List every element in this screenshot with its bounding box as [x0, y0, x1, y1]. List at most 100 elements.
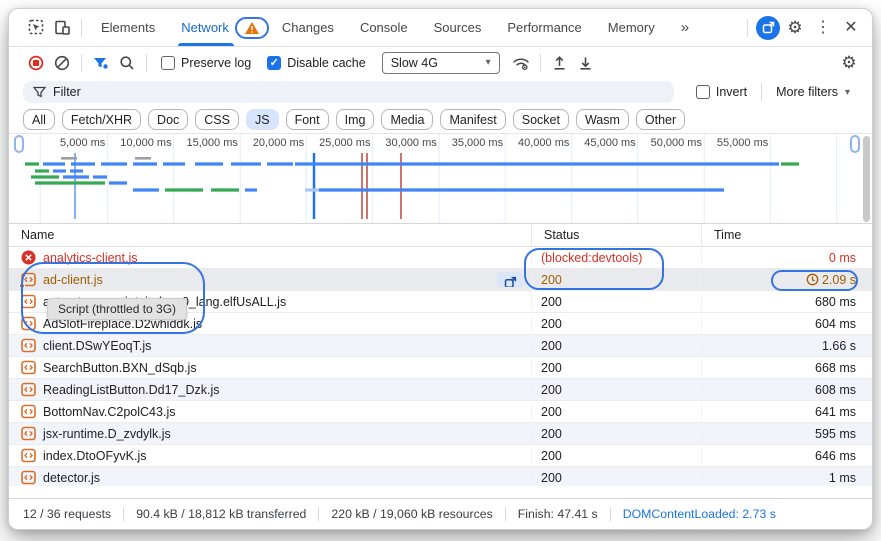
- chip-all[interactable]: All: [23, 109, 55, 130]
- close-devtools-button[interactable]: ✕: [838, 15, 864, 41]
- chip-socket[interactable]: Socket: [512, 109, 569, 130]
- devtools-window: Elements Network Changes Console Sources…: [8, 8, 873, 530]
- throttling-select[interactable]: Slow 4G ▾: [381, 51, 500, 74]
- request-status: 200: [531, 294, 701, 309]
- clear-network-log-button[interactable]: [49, 50, 75, 76]
- search-button[interactable]: [114, 50, 140, 76]
- tick-label: 40,000 ms: [518, 137, 570, 149]
- request-time: 595 ms: [815, 426, 856, 441]
- tabbar-right-controls: ⚙ ⋮ ✕: [741, 15, 864, 41]
- request-name: AdSlotFireplace.D2whiddk.js: [43, 316, 203, 331]
- request-name: BottomNav.C2polC43.js: [43, 404, 176, 419]
- chip-manifest[interactable]: Manifest: [440, 109, 506, 130]
- table-row[interactable]: detector.js 200 1 ms: [9, 467, 872, 486]
- disable-cache-checkbox[interactable]: ✓ Disable cache: [267, 55, 366, 70]
- tab-sources[interactable]: Sources: [421, 9, 495, 46]
- more-tabs-button[interactable]: »: [668, 9, 702, 46]
- request-time: 0 ms: [828, 250, 856, 265]
- filter-input[interactable]: Filter: [23, 81, 674, 103]
- tooltip: Script (throttled to 3G): [47, 298, 188, 320]
- table-row[interactable]: ReadingListButton.Dd17_Dzk.js 200 608 ms: [9, 379, 872, 401]
- tick-label: 50,000 ms: [650, 137, 702, 149]
- divider: [146, 53, 147, 72]
- request-status: (blocked:devtools): [531, 250, 701, 265]
- network-settings-button[interactable]: ⚙: [836, 50, 862, 76]
- open-resource-button[interactable]: [497, 272, 523, 287]
- table-row[interactable]: index.DtoOFyvK.js 200 646 ms: [9, 445, 872, 467]
- js-file-icon: [21, 360, 36, 375]
- tooltip-text: Script (throttled to 3G): [58, 302, 177, 316]
- device-toolbar-button[interactable]: [49, 15, 75, 41]
- chip-font[interactable]: Font: [285, 109, 329, 130]
- chip-fetch-xhr[interactable]: Fetch/XHR: [61, 109, 142, 130]
- chip-img[interactable]: Img: [335, 109, 375, 130]
- import-har-button[interactable]: [547, 50, 573, 76]
- filter-toggle-button[interactable]: [88, 50, 114, 76]
- request-time: 604 ms: [815, 316, 856, 331]
- chip-doc[interactable]: Doc: [148, 109, 189, 130]
- network-overview-timeline[interactable]: 5,000 ms 10,000 ms 15,000 ms 20,000 ms 2…: [9, 134, 872, 224]
- tab-elements[interactable]: Elements: [88, 9, 168, 46]
- request-table-header: Name Status Time: [9, 224, 872, 247]
- settings-button[interactable]: ⚙: [782, 15, 808, 41]
- tab-memory[interactable]: Memory: [595, 9, 668, 46]
- chip-other[interactable]: Other: [635, 109, 686, 130]
- screencast-toggle-button[interactable]: [756, 15, 780, 40]
- column-header-name[interactable]: Name: [21, 228, 55, 242]
- filter-placeholder: Filter: [53, 85, 81, 99]
- chip-wasm[interactable]: Wasm: [575, 109, 629, 130]
- more-filters-button[interactable]: More filters ▾: [776, 85, 850, 99]
- column-header-time[interactable]: Time: [701, 224, 872, 246]
- tab-performance[interactable]: Performance: [494, 9, 594, 46]
- tab-network[interactable]: Network: [168, 9, 234, 46]
- invert-checkbox[interactable]: Invert: [695, 85, 747, 99]
- scrollbar-thumb[interactable]: [863, 136, 870, 222]
- statusbar: 12 / 36 requests 90.4 kB / 18,812 kB tra…: [9, 498, 872, 529]
- devtools-tabbar: Elements Network Changes Console Sources…: [9, 9, 872, 47]
- finish-summary: Finish: 47.41 s: [504, 507, 610, 521]
- js-file-icon: [21, 338, 36, 353]
- request-time: 680 ms: [815, 294, 856, 309]
- request-name: ReadingListButton.Dd17_Dzk.js: [43, 382, 220, 397]
- js-file-throttled-icon: [19, 272, 36, 287]
- tick-label: 55,000 ms: [716, 137, 769, 149]
- timeline-left-handle[interactable]: [14, 135, 24, 153]
- network-conditions-button[interactable]: [508, 50, 534, 76]
- tick-label: 45,000 ms: [584, 137, 636, 149]
- table-row[interactable]: BottomNav.C2polC43.js 200 641 ms: [9, 401, 872, 423]
- table-row[interactable]: analytics-client.js (blocked:devtools) 0…: [9, 247, 872, 269]
- table-row[interactable]: SearchButton.BXN_dSqb.js 200 668 ms: [9, 357, 872, 379]
- js-file-icon: [21, 404, 36, 419]
- request-name: client.DSwYEoqT.js: [43, 338, 152, 353]
- request-status: 200: [531, 448, 701, 463]
- request-status: 200: [531, 382, 701, 397]
- preserve-log-checkbox[interactable]: Preserve log: [161, 55, 251, 70]
- more-tabs-icon: »: [680, 19, 690, 36]
- chip-js[interactable]: JS: [245, 109, 279, 130]
- gear-icon: ⚙: [787, 18, 803, 37]
- more-filters-label: More filters: [776, 85, 838, 99]
- timeline-right-handle[interactable]: [850, 135, 860, 153]
- tab-label: Sources: [433, 20, 482, 35]
- chip-css[interactable]: CSS: [195, 109, 239, 130]
- chip-media[interactable]: Media: [381, 109, 434, 130]
- filter-row: Filter Invert More filters ▾: [9, 78, 872, 106]
- resource-type-filters: All Fetch/XHR Doc CSS JS Font Img Media …: [9, 106, 872, 134]
- js-file-icon: [21, 382, 36, 397]
- column-header-status[interactable]: Status: [531, 224, 701, 246]
- tick-label: 30,000 ms: [385, 137, 437, 149]
- table-row[interactable]: jsx-runtime.D_zvdylk.js 200 595 ms: [9, 423, 872, 445]
- table-row[interactable]: ad-client.js 200 2.09 s: [9, 269, 872, 291]
- table-row[interactable]: AdSlotFireplace.D2whiddk.js 200 604 ms: [9, 313, 872, 335]
- table-row[interactable]: client.DSwYEoqT.js 200 1.66 s: [9, 335, 872, 357]
- tab-label: Memory: [607, 20, 655, 35]
- tab-changes[interactable]: Changes: [269, 9, 347, 46]
- record-network-log-button[interactable]: [23, 50, 49, 76]
- inspect-element-button[interactable]: [23, 15, 49, 41]
- tick-label: 20,000 ms: [252, 137, 305, 149]
- more-options-button[interactable]: ⋮: [810, 15, 836, 41]
- funnel-small-icon: [33, 86, 46, 98]
- export-har-button[interactable]: [573, 50, 599, 76]
- warning-icon[interactable]: [244, 21, 260, 35]
- tab-console[interactable]: Console: [347, 9, 421, 46]
